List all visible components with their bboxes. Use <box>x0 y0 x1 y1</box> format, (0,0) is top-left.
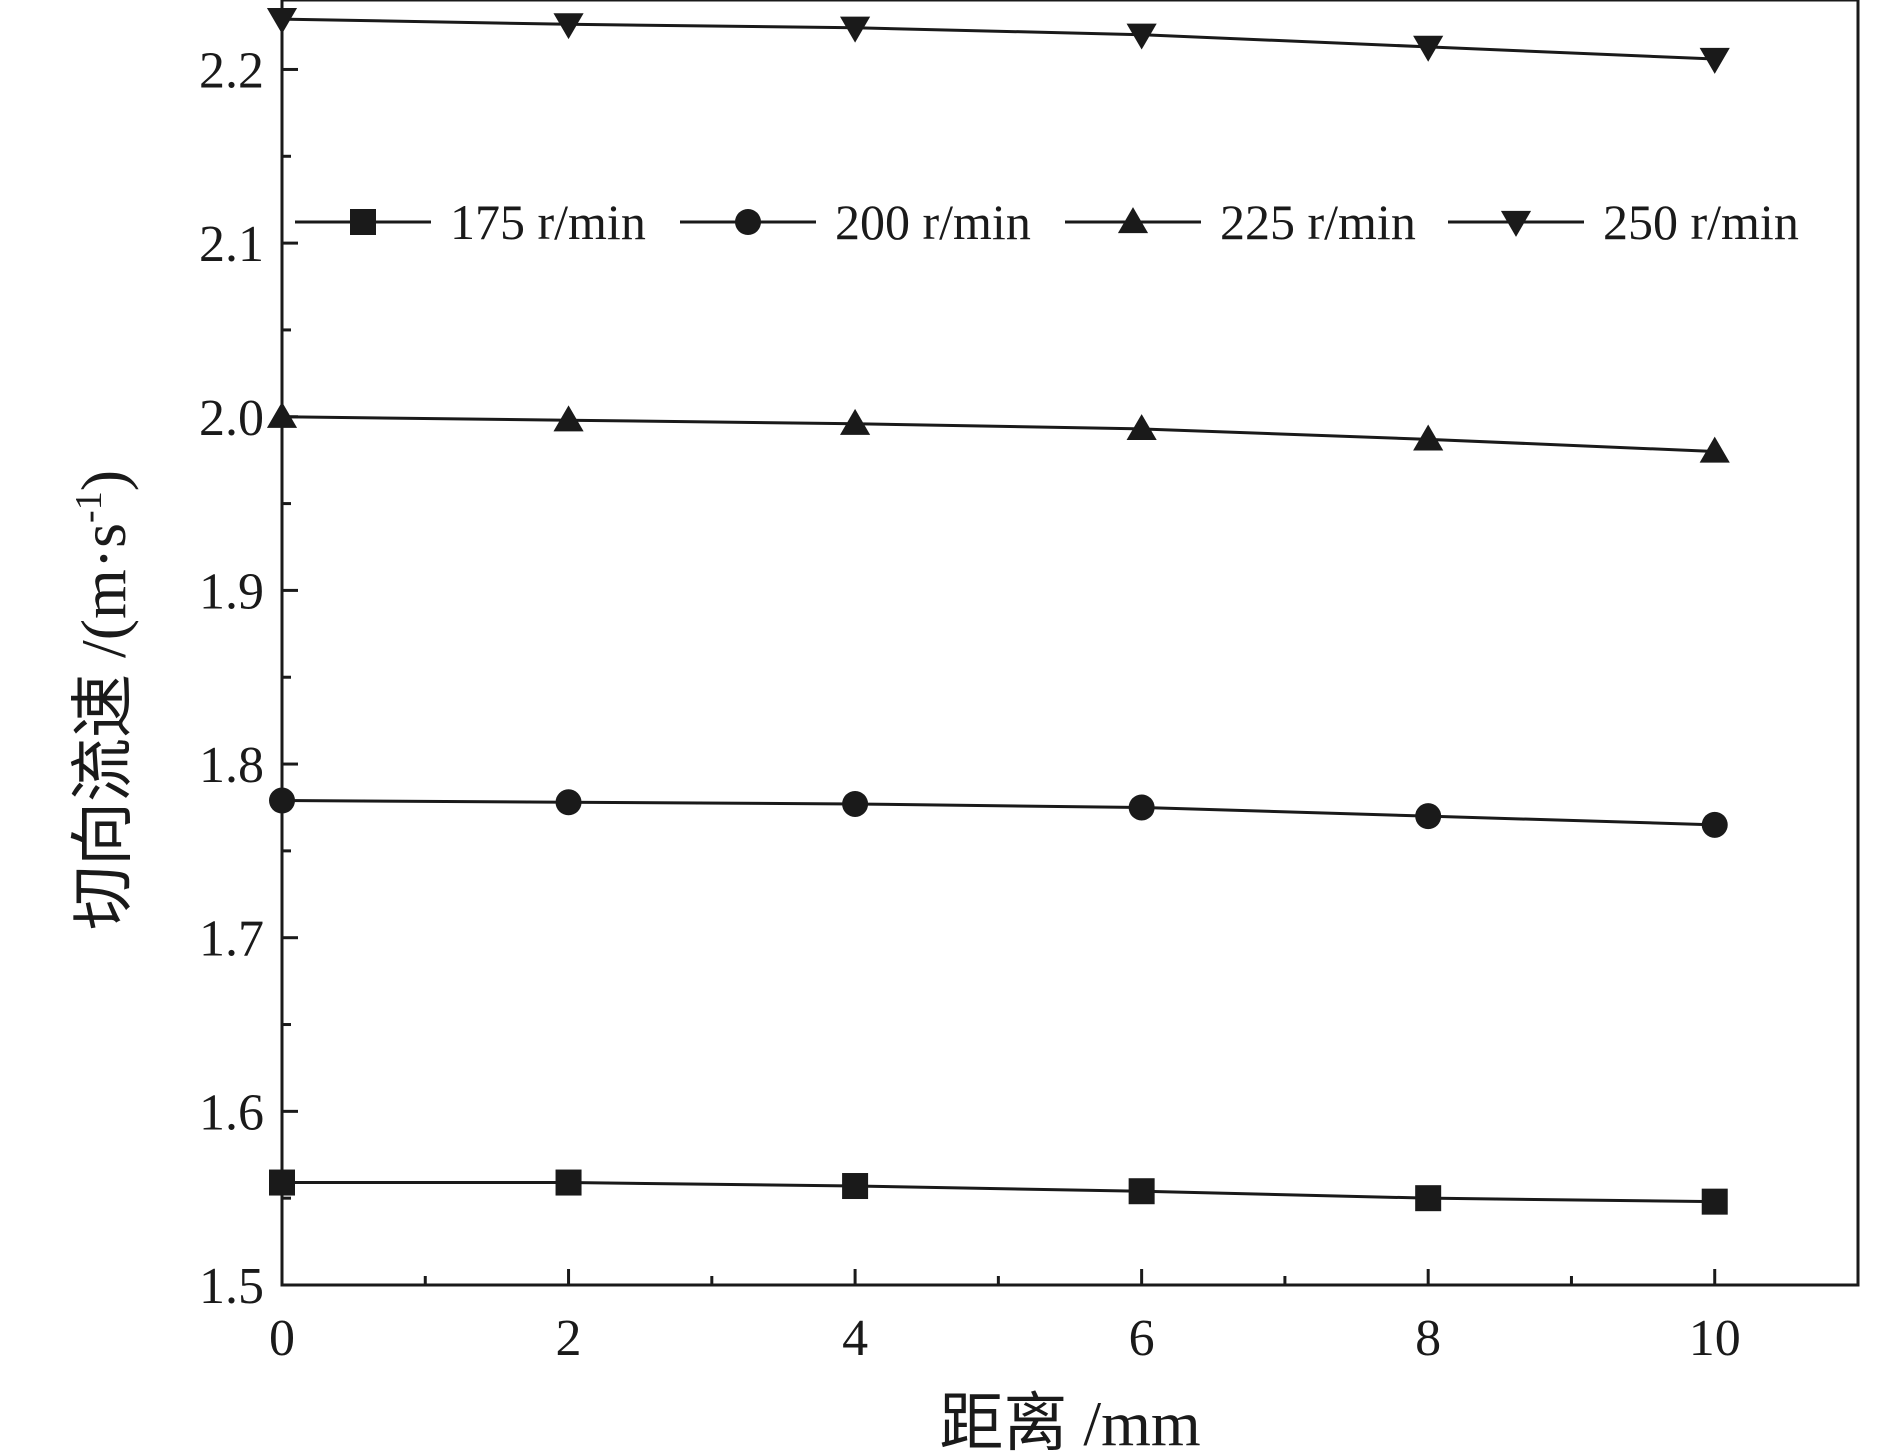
y-tick-label: 1.9 <box>199 563 264 620</box>
y-axis-ticks: 1.5 1.6 1.7 1.8 1.9 2.0 2.1 2.2 <box>199 42 298 1315</box>
legend-item: 250 r/min <box>1448 194 1799 250</box>
x-tick-label: 10 <box>1689 1310 1741 1367</box>
legend-label: 225 r/min <box>1220 194 1416 250</box>
legend-item: 200 r/min <box>680 194 1031 250</box>
data-point <box>840 16 871 43</box>
data-point <box>555 1169 582 1196</box>
legend-label: 200 r/min <box>835 194 1031 250</box>
y-axis-title-main: 切向流速 /(m·s <box>68 523 139 930</box>
legend-marker <box>1500 210 1532 237</box>
series-1 <box>269 1169 1728 1215</box>
series-line <box>281 17 1715 61</box>
data-point <box>266 401 298 428</box>
x-axis-ticks: 0 2 4 6 8 10 <box>269 1269 1860 1367</box>
y-axis-title: 切向流速 /(m·s-1) <box>68 470 139 930</box>
legend: 175 r/min 200 r/min 225 r/min 250 r/min <box>295 194 1799 250</box>
series-line <box>282 1181 1715 1204</box>
data-point <box>842 790 869 817</box>
data-point <box>269 1169 295 1196</box>
data-point <box>555 789 582 816</box>
y-tick-label: 1.7 <box>199 911 264 968</box>
data-point <box>1413 35 1444 62</box>
series-layer <box>266 7 1730 1215</box>
series-line <box>281 415 1715 453</box>
series-2 <box>269 787 1728 838</box>
data-point <box>553 405 584 432</box>
data-point <box>1415 803 1442 830</box>
x-axis-title: 距离 /mm <box>939 1388 1200 1454</box>
data-point <box>1126 414 1157 441</box>
legend-label: 175 r/min <box>450 194 646 250</box>
data-point <box>840 408 871 435</box>
data-point <box>1413 424 1444 451</box>
y-tick-label: 1.6 <box>199 1084 264 1141</box>
y-tick-label: 2.1 <box>199 216 264 273</box>
x-tick-label: 6 <box>1129 1310 1155 1367</box>
legend-marker <box>1117 207 1149 234</box>
legend-marker <box>350 209 376 235</box>
y-tick-label: 2.0 <box>199 390 264 447</box>
plot-frame <box>280 0 1860 1287</box>
legend-marker <box>735 209 761 235</box>
data-point <box>1701 811 1728 838</box>
legend-item: 225 r/min <box>1065 194 1416 250</box>
y-axis-title-sup: -1 <box>68 491 110 523</box>
y-tick-label: 2.2 <box>199 42 264 99</box>
data-point <box>1699 47 1730 74</box>
data-point <box>842 1173 869 1200</box>
x-tick-label: 0 <box>269 1310 295 1367</box>
legend-item: 175 r/min <box>295 194 646 250</box>
legend-label: 250 r/min <box>1603 194 1799 250</box>
data-point <box>1699 436 1730 463</box>
y-axis-title-close: ) <box>68 470 139 491</box>
series-3 <box>266 401 1730 463</box>
x-tick-label: 2 <box>556 1310 582 1367</box>
data-point <box>1128 1178 1155 1205</box>
series-line <box>281 799 1715 827</box>
data-point <box>1128 794 1155 821</box>
data-point <box>1126 23 1157 50</box>
data-point <box>266 7 298 34</box>
y-tick-label: 1.8 <box>199 737 264 794</box>
x-tick-label: 8 <box>1415 1310 1441 1367</box>
y-tick-label: 1.5 <box>199 1258 264 1315</box>
data-point <box>269 787 295 814</box>
data-point <box>553 13 584 40</box>
x-tick-label: 4 <box>842 1310 868 1367</box>
data-point <box>1415 1185 1442 1212</box>
data-point <box>1701 1188 1728 1215</box>
series-4 <box>266 7 1730 74</box>
